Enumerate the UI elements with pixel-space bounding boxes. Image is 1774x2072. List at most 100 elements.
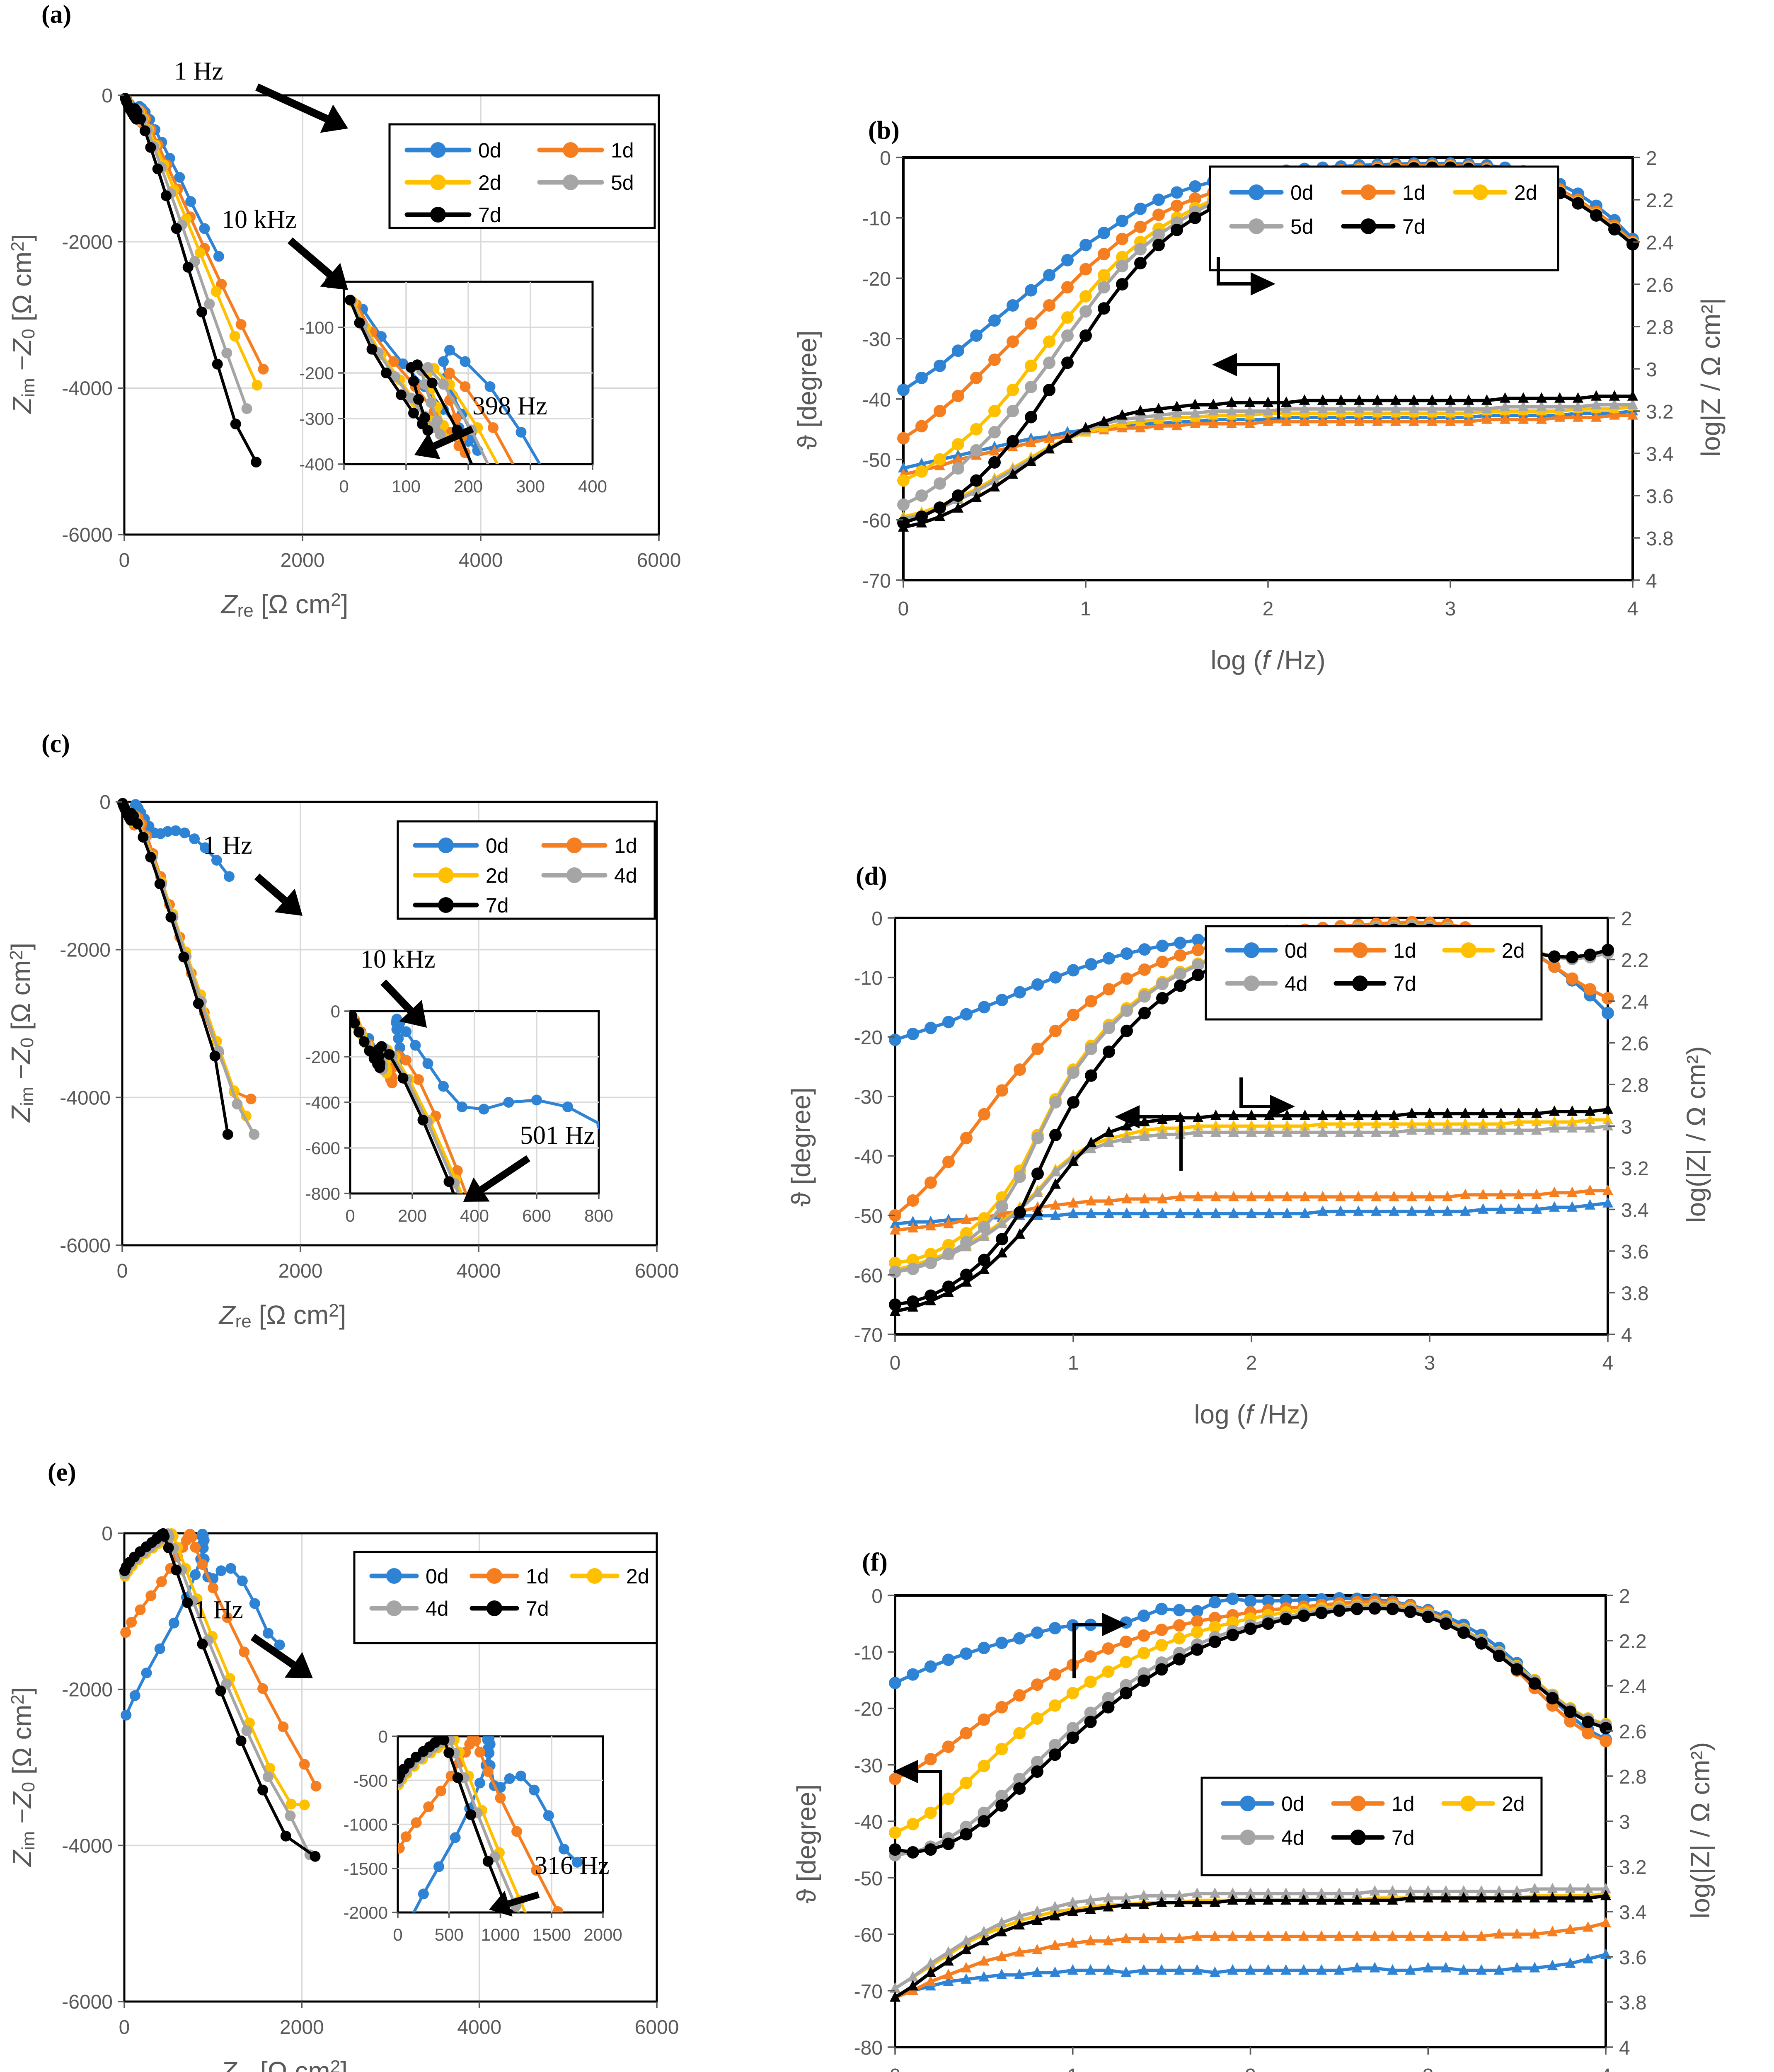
mag-series-4d [890, 1120, 1613, 1276]
data-series-group [120, 93, 269, 468]
legend-item-0d[interactable]: 0d [413, 834, 509, 857]
legend-item-7d[interactable]: 7d [1334, 972, 1416, 995]
inset-data-group [398, 1736, 583, 1912]
legend-item-2d[interactable]: 2d [404, 171, 501, 194]
legend-item-1d[interactable]: 1d [1331, 1792, 1415, 1815]
annotation-1hz-arrow [255, 83, 348, 133]
legend-item-2d[interactable]: 2d [1442, 939, 1525, 962]
y-tick-label: -40 [854, 1146, 883, 1168]
y-tick-label: -10 [854, 968, 883, 990]
y-tick-label: -60 [854, 1265, 883, 1287]
legend-label-1d: 1d [614, 834, 637, 857]
legend: 0d 1d 2d 5d 7d [1209, 165, 1559, 271]
x-tick-label: 4 [1627, 598, 1638, 620]
legend-item-7d[interactable]: 7d [404, 203, 501, 227]
inset-y-tick-label: -200 [299, 363, 334, 383]
legend-item-0d[interactable]: 0d [1225, 939, 1308, 962]
legend-item-1d[interactable]: 1d [1341, 181, 1425, 204]
legend: 0d 1d 2d 4d 7d [353, 1551, 658, 1644]
mag-series-7d [898, 390, 1638, 532]
legend-item-7d[interactable]: 7d [1331, 1826, 1415, 1849]
legend-item-0d[interactable]: 0d [369, 1565, 449, 1588]
magnitude-axis-pointer-arrow [1072, 1613, 1127, 1678]
y-tick-label: -4000 [62, 1835, 113, 1857]
y2-tick-label: 2.6 [1619, 1721, 1647, 1743]
legend-item-5d[interactable]: 5d [1229, 215, 1314, 238]
legend-item-7d[interactable]: 7d [1341, 215, 1425, 238]
y-tick-label: -30 [854, 1087, 883, 1109]
x-tick-label: 0 [890, 2065, 901, 2072]
legend: 0d 1d 2d 4d 7d [1200, 1777, 1543, 1876]
y2-tick-label: 3.2 [1619, 1857, 1647, 1878]
data-series-group [117, 798, 260, 1140]
legend-item-4d[interactable]: 4d [1221, 1826, 1304, 1849]
y-axis-title: Zim −Z0 [Ω cm2] [6, 943, 37, 1123]
inset-x-tick-label: 300 [516, 477, 545, 496]
inset-series-7d [345, 295, 473, 464]
inset-y-tick-label: -400 [299, 455, 334, 474]
panel-b-plot: 0 1 2 3 4 0 -10 -20 -30 -40 -50 -60 -70 2 2.2 2.4 2.6 2.8… [792, 148, 1726, 675]
legend-item-1d[interactable]: 1d [470, 1565, 549, 1588]
axis-titles: log (f /Hz)ϑ [degree]log(|Z| / Ω cm²) [791, 1742, 1715, 1919]
legend-item-5d[interactable]: 5d [537, 171, 634, 194]
legend-item-2d[interactable]: 2d [1453, 181, 1537, 204]
y2-tick-label: 3 [1646, 359, 1657, 381]
y-tick-label: -4000 [62, 378, 113, 400]
legend-item-2d[interactable]: 2d [1441, 1792, 1525, 1815]
inset-x-tick-label: 1500 [532, 1925, 571, 1944]
annotation-1hz-label: 1 Hz [194, 1596, 243, 1624]
inset-y-tick-label: -600 [305, 1138, 340, 1158]
inset-plot: 0 200 400 600 800 0 -200 -400 -600 -800 [305, 1002, 613, 1225]
y-tick-label: -20 [862, 268, 891, 290]
panel-e-tag: (e) [48, 1458, 76, 1486]
panel-b: (b) 0 1 2 3 4 0 -10 -20 -30 -40 -50 -60 -70 2 2.2 2.4 2.… [767, 95, 1774, 684]
legend-item-1d[interactable]: 1d [1334, 939, 1416, 962]
legend-label-0d: 0d [1281, 1792, 1304, 1815]
y-tick-label: -60 [862, 510, 891, 532]
phase-axis-pointer-arrow [893, 1760, 942, 1838]
x-tick-label: 6000 [637, 549, 681, 571]
panel-d-tag: (d) [856, 862, 887, 891]
legend-item-0d[interactable]: 0d [1221, 1792, 1304, 1815]
y2-tick-label: 4 [1619, 2037, 1630, 2059]
legend-item-4d[interactable]: 4d [1225, 972, 1308, 995]
legend-label-7d: 7d [1393, 972, 1416, 995]
y-tick-label: -30 [854, 1755, 883, 1777]
x-tick-label: 0 [890, 1352, 901, 1374]
legend-label-5d: 5d [611, 171, 634, 194]
annotation-10khz-label: 10 kHz [361, 945, 436, 973]
legend-label-4d: 4d [614, 864, 637, 887]
x-tick-label: 2 [1245, 2065, 1256, 2072]
y2-tick-label: 2.8 [1619, 1766, 1647, 1788]
annotation-1hz-arrow [250, 1634, 313, 1678]
panel-c-tag: (c) [41, 730, 70, 758]
x-tick-label: 1 [1080, 598, 1092, 620]
y-tick-label: -40 [854, 1811, 883, 1833]
plot-frame [123, 1532, 658, 2003]
legend-label-0d: 0d [478, 139, 501, 162]
legend-item-2d[interactable]: 2d [413, 864, 509, 887]
legend-label-4d: 4d [1285, 972, 1308, 995]
legend-item-7d[interactable]: 7d [413, 894, 509, 917]
annotation-398hz-arrow [414, 426, 474, 460]
legend-item-0d[interactable]: 0d [404, 139, 501, 162]
legend-item-2d[interactable]: 2d [570, 1565, 649, 1588]
phase-series-group [889, 1592, 1612, 1861]
magnitude-axis-pointer-arrow [1217, 257, 1275, 295]
annotation-1hz-label: 1 Hz [203, 831, 252, 859]
legend-item-7d[interactable]: 7d [470, 1597, 549, 1620]
y2-tick-label: 3.2 [1621, 1158, 1649, 1180]
legend-item-0d[interactable]: 0d [1229, 181, 1314, 204]
legend-item-4d[interactable]: 4d [369, 1597, 449, 1620]
y-tick-label: -4000 [60, 1087, 111, 1109]
legend-item-1d[interactable]: 1d [541, 834, 637, 857]
legend-label-2d: 2d [478, 171, 501, 194]
x-tick-label: 0 [119, 2016, 130, 2038]
legend-item-4d[interactable]: 4d [541, 864, 637, 887]
legend-item-1d[interactable]: 1d [537, 139, 634, 162]
phase-axis-pointer-arrow [1115, 1105, 1183, 1171]
y-tick-label: 0 [871, 908, 883, 930]
x-tick-label: 0 [119, 549, 130, 571]
legend-label-1d: 1d [1402, 181, 1425, 204]
